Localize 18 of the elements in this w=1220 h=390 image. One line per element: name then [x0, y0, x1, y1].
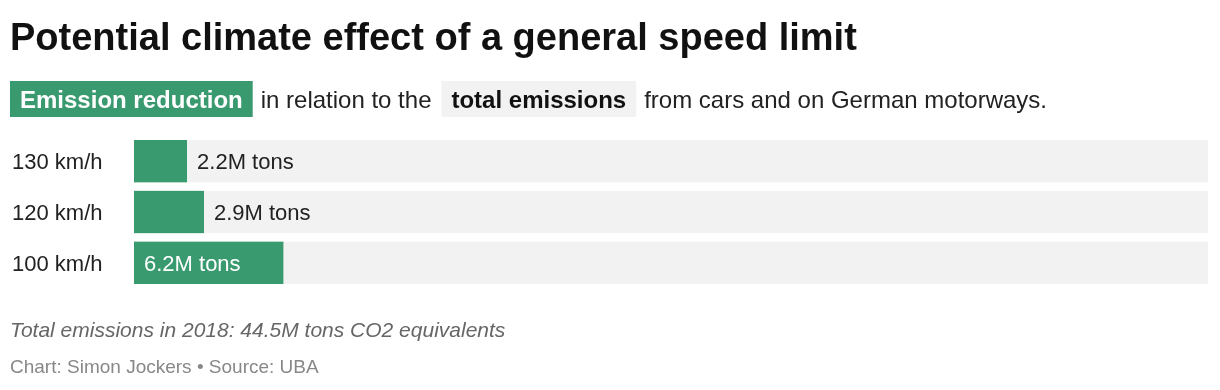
- text: from cars and on German motorways.: [644, 86, 1048, 113]
- bar: [134, 190, 204, 234]
- bar: [134, 140, 188, 183]
- bar: [203, 190, 1208, 234]
- data-label: 2.2M tons: [197, 149, 294, 175]
- bar: [283, 241, 1208, 284]
- chart-title: Potential climate effect of a general speed limit: [10, 16, 858, 58]
- series-label: Emission reduction: [20, 86, 243, 113]
- series-label: total emissions: [451, 86, 627, 113]
- bar: [187, 140, 1208, 183]
- text: Chart: Simon Jockers • Source: UBA: [10, 356, 319, 377]
- y-tick-label: 120 km/h: [12, 200, 103, 225]
- data-label: 6.2M tons: [144, 250, 241, 276]
- y-tick-label: 130 km/h: [12, 149, 103, 175]
- text: in relation to the: [260, 86, 432, 113]
- text: Total emissions in 2018: 44.5M tons CO2 equivalents: [10, 318, 506, 341]
- y-tick-label: 100 km/h: [12, 250, 103, 276]
- data-label: 2.9M tons: [213, 200, 311, 225]
